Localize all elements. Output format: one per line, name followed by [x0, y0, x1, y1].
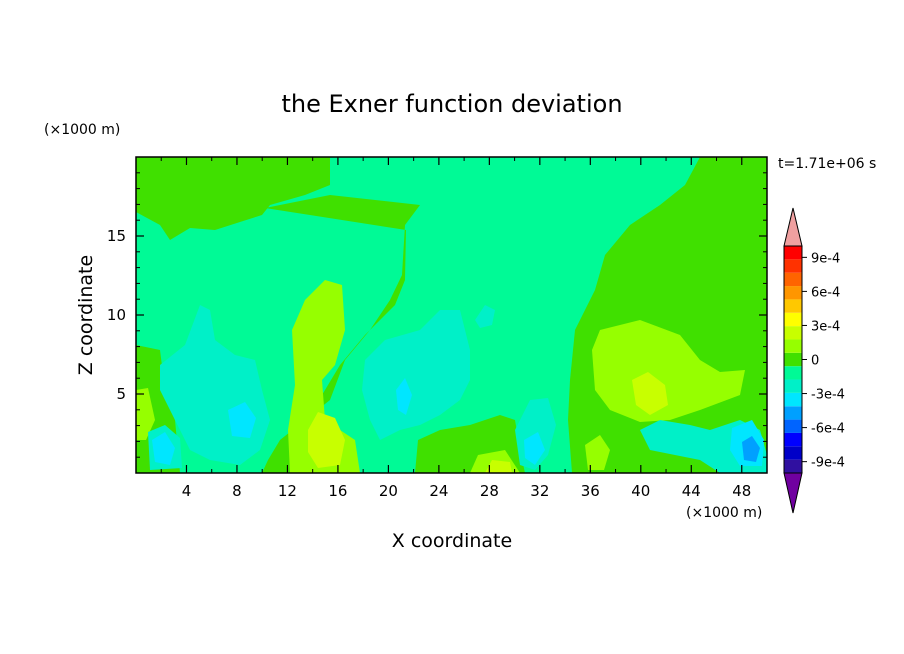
yellowgreen-blob-right — [592, 320, 745, 422]
colorbar-labels: 9e-4 6e-4 3e-4 0 -3e-4 -6e-4 -9e-4 — [802, 251, 845, 471]
colorbar-label: 6e-4 — [811, 285, 840, 300]
colorbar-segment — [784, 459, 802, 473]
colorbar-segment — [784, 419, 802, 433]
y-unit-label: (×1000 m) — [44, 122, 120, 138]
colorbar-segment — [784, 406, 802, 420]
colorbar-segment — [784, 352, 802, 367]
x-tick-label: 12 — [278, 482, 297, 500]
yellowgreen-blob-left — [136, 388, 155, 440]
yellow-core-bottom — [485, 460, 512, 473]
x-axis-label: X coordinate — [392, 530, 512, 552]
yellow-core-right — [632, 372, 668, 415]
green-region-column — [262, 195, 420, 473]
y-axis-ticks: 5 10 15 — [107, 172, 767, 458]
contour-field — [136, 157, 767, 473]
colorbar — [783, 207, 803, 514]
yellowgreen-blob-column — [288, 280, 360, 473]
x-tick-label: 24 — [429, 482, 448, 500]
cyan-region-small-right — [475, 305, 495, 328]
lightblue-core-bottom — [524, 432, 545, 465]
colorbar-segment — [784, 286, 802, 300]
blue-core-right — [742, 436, 760, 462]
green-region-top-right — [690, 157, 767, 210]
colorbar-segment — [784, 392, 802, 407]
colorbar-label: -9e-4 — [811, 456, 845, 471]
y-tick-label: 10 — [107, 306, 126, 324]
x-tick-label: 28 — [480, 482, 499, 500]
x-tick-label: 16 — [328, 482, 347, 500]
colorbar-label: 3e-4 — [811, 319, 840, 334]
colorbar-bottom-cap — [783, 472, 803, 514]
yellowgreen-blob-bottom-right — [585, 435, 610, 470]
colorbar-segment — [784, 259, 802, 273]
colorbar-segment — [784, 432, 802, 447]
colorbar-segment — [784, 312, 802, 327]
colorbar-segment — [784, 446, 802, 460]
y-tick-label: 15 — [107, 227, 126, 245]
colorbar-label: 9e-4 — [811, 251, 840, 266]
x-tick-label: 40 — [631, 482, 650, 500]
colorbar-segment — [784, 299, 802, 313]
x-tick-label: 4 — [182, 482, 192, 500]
x-unit-label: (×1000 m) — [686, 505, 762, 521]
y-axis-label: Z coordinate — [75, 255, 97, 375]
colorbar-top-cap — [783, 207, 803, 247]
x-tick-label: 32 — [530, 482, 549, 500]
green-region-upper-left — [136, 157, 330, 240]
colorbar-label: 0 — [811, 354, 819, 369]
yellow-core-column — [308, 412, 345, 468]
colorbar-segment — [784, 379, 802, 393]
colorbar-label: -6e-4 — [811, 422, 845, 437]
x-tick-label: 20 — [379, 482, 398, 500]
colorbar-label: -3e-4 — [811, 388, 845, 403]
cyan-region-center — [362, 310, 470, 440]
time-label: t=1.71e+06 s — [778, 156, 876, 172]
colorbar-segment — [784, 326, 802, 340]
colorbar-segment — [784, 246, 802, 260]
x-tick-label: 44 — [682, 482, 701, 500]
x-tick-label: 8 — [232, 482, 242, 500]
colorbar-segment — [784, 272, 802, 287]
lightblue-core-left — [228, 402, 256, 438]
x-axis-ticks: 4 8 12 16 20 24 28 32 36 40 44 48 — [160, 157, 751, 500]
lightblue-core-edge — [152, 432, 175, 465]
chart-title: the Exner function deviation — [281, 90, 622, 118]
y-tick-label: 5 — [116, 385, 126, 403]
colorbar-segment — [784, 339, 802, 353]
x-tick-label: 36 — [581, 482, 600, 500]
lightblue-core-center — [396, 378, 412, 415]
x-tick-label: 48 — [732, 482, 751, 500]
colorbar-segment — [784, 366, 802, 380]
